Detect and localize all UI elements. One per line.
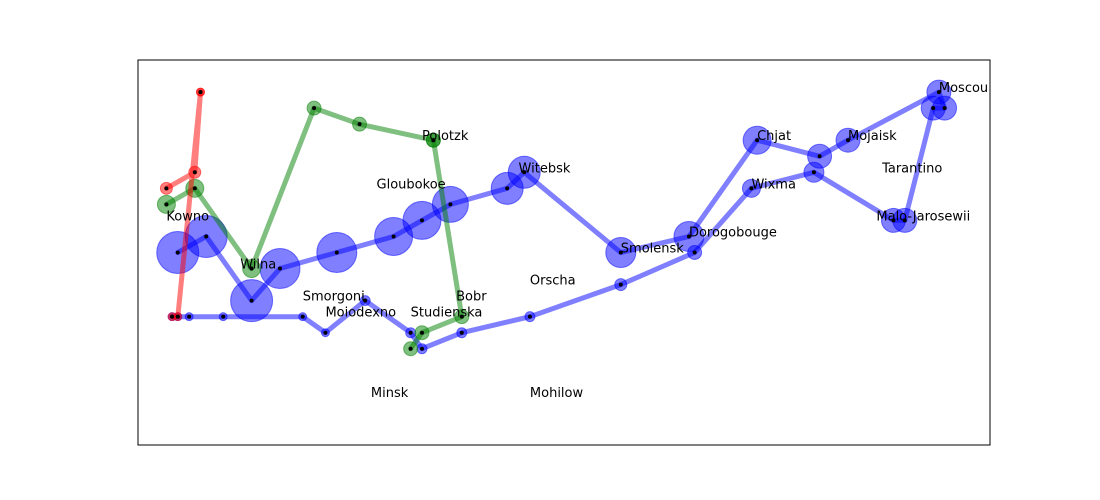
data-point-army_1-11: [686, 234, 691, 239]
data-point-army_2-8: [420, 330, 424, 335]
city-label: Mojaisk: [848, 129, 897, 144]
data-point-army_1-23: [618, 282, 623, 287]
data-point-army_1-8: [505, 186, 510, 191]
data-point-army_3-3: [198, 90, 203, 95]
city-label: Gloubokoe: [377, 177, 446, 192]
city-label: Witebsk: [519, 161, 571, 176]
city-label: Moscou: [939, 81, 988, 96]
data-point-army_2-6: [431, 138, 436, 143]
data-point-army_3-1: [192, 170, 197, 175]
data-point-army_1-13: [817, 154, 822, 159]
axes-frame: [137, 59, 991, 446]
data-point-army_2-7: [459, 314, 464, 319]
data-point-army_1-24: [527, 314, 532, 319]
data-point-army_2-9: [408, 346, 413, 351]
data-point-army_1-5: [391, 234, 396, 239]
city-label: Moiodexno: [325, 306, 396, 321]
data-point-army_1-4: [334, 250, 339, 255]
city-label: Mohilow: [530, 386, 584, 401]
city-label: Orscha: [530, 274, 576, 289]
data-point-army_1-1: [204, 234, 209, 239]
data-point-army_2-1: [192, 186, 197, 191]
data-point-army_1-14: [846, 138, 850, 143]
city-label: Wilna: [240, 258, 276, 273]
data-point-army_1-32: [187, 314, 192, 319]
city-label: Malo-Jarosewii: [876, 209, 970, 224]
data-point-army_2-2: [249, 266, 254, 271]
city-label: Kowno: [166, 209, 209, 224]
data-point-army_1-30: [300, 314, 305, 319]
data-point-army_1-29: [323, 330, 328, 335]
city-label: Chjat: [757, 129, 791, 144]
data-point-army_1-7: [448, 202, 453, 207]
data-point-army_1-12: [755, 138, 760, 143]
data-point-army_2-3: [312, 106, 317, 111]
data-point-army_1-16: [942, 106, 947, 111]
data-point-army_1-25: [459, 330, 464, 335]
data-point-army_1-31: [221, 314, 226, 319]
data-point-army_1-18: [902, 218, 907, 223]
data-point-army_1-28: [363, 298, 368, 303]
city-label: Studienska: [411, 306, 483, 321]
city-label: Bobr: [456, 290, 487, 305]
city-label: Tarantino: [881, 161, 942, 176]
data-point-army_1-10: [618, 250, 623, 255]
data-point-army_1-26: [420, 346, 424, 351]
data-point-army_3-5: [170, 314, 175, 319]
city-label: Polotzk: [422, 129, 469, 144]
data-point-army_1-20: [811, 170, 816, 175]
data-point-army_1-0: [175, 250, 180, 255]
data-point-army_1-2: [249, 298, 254, 303]
city-label: Smolensk: [621, 242, 684, 257]
data-point-army_3-4: [175, 314, 180, 319]
data-point-army_1-19: [891, 218, 896, 223]
data-point-army_1-21: [749, 186, 754, 191]
data-point-army_1-27: [408, 330, 413, 335]
data-point-army_1-22: [692, 250, 697, 255]
data-point-army_2-4: [357, 122, 362, 127]
city-label: Dorogobouge: [689, 225, 777, 240]
data-point-army_1-3: [278, 266, 282, 271]
data-point-army_2-0: [164, 202, 169, 207]
data-point-army_1-17: [931, 106, 936, 111]
city-label: Wixma: [751, 177, 796, 192]
data-point-army_1-15: [936, 90, 941, 95]
data-point-army_1-9: [522, 170, 527, 175]
city-label: Minsk: [371, 386, 409, 401]
data-point-army_3-0: [164, 186, 169, 191]
data-point-army_1-6: [420, 218, 424, 223]
city-label: Smorgoni: [303, 290, 365, 305]
